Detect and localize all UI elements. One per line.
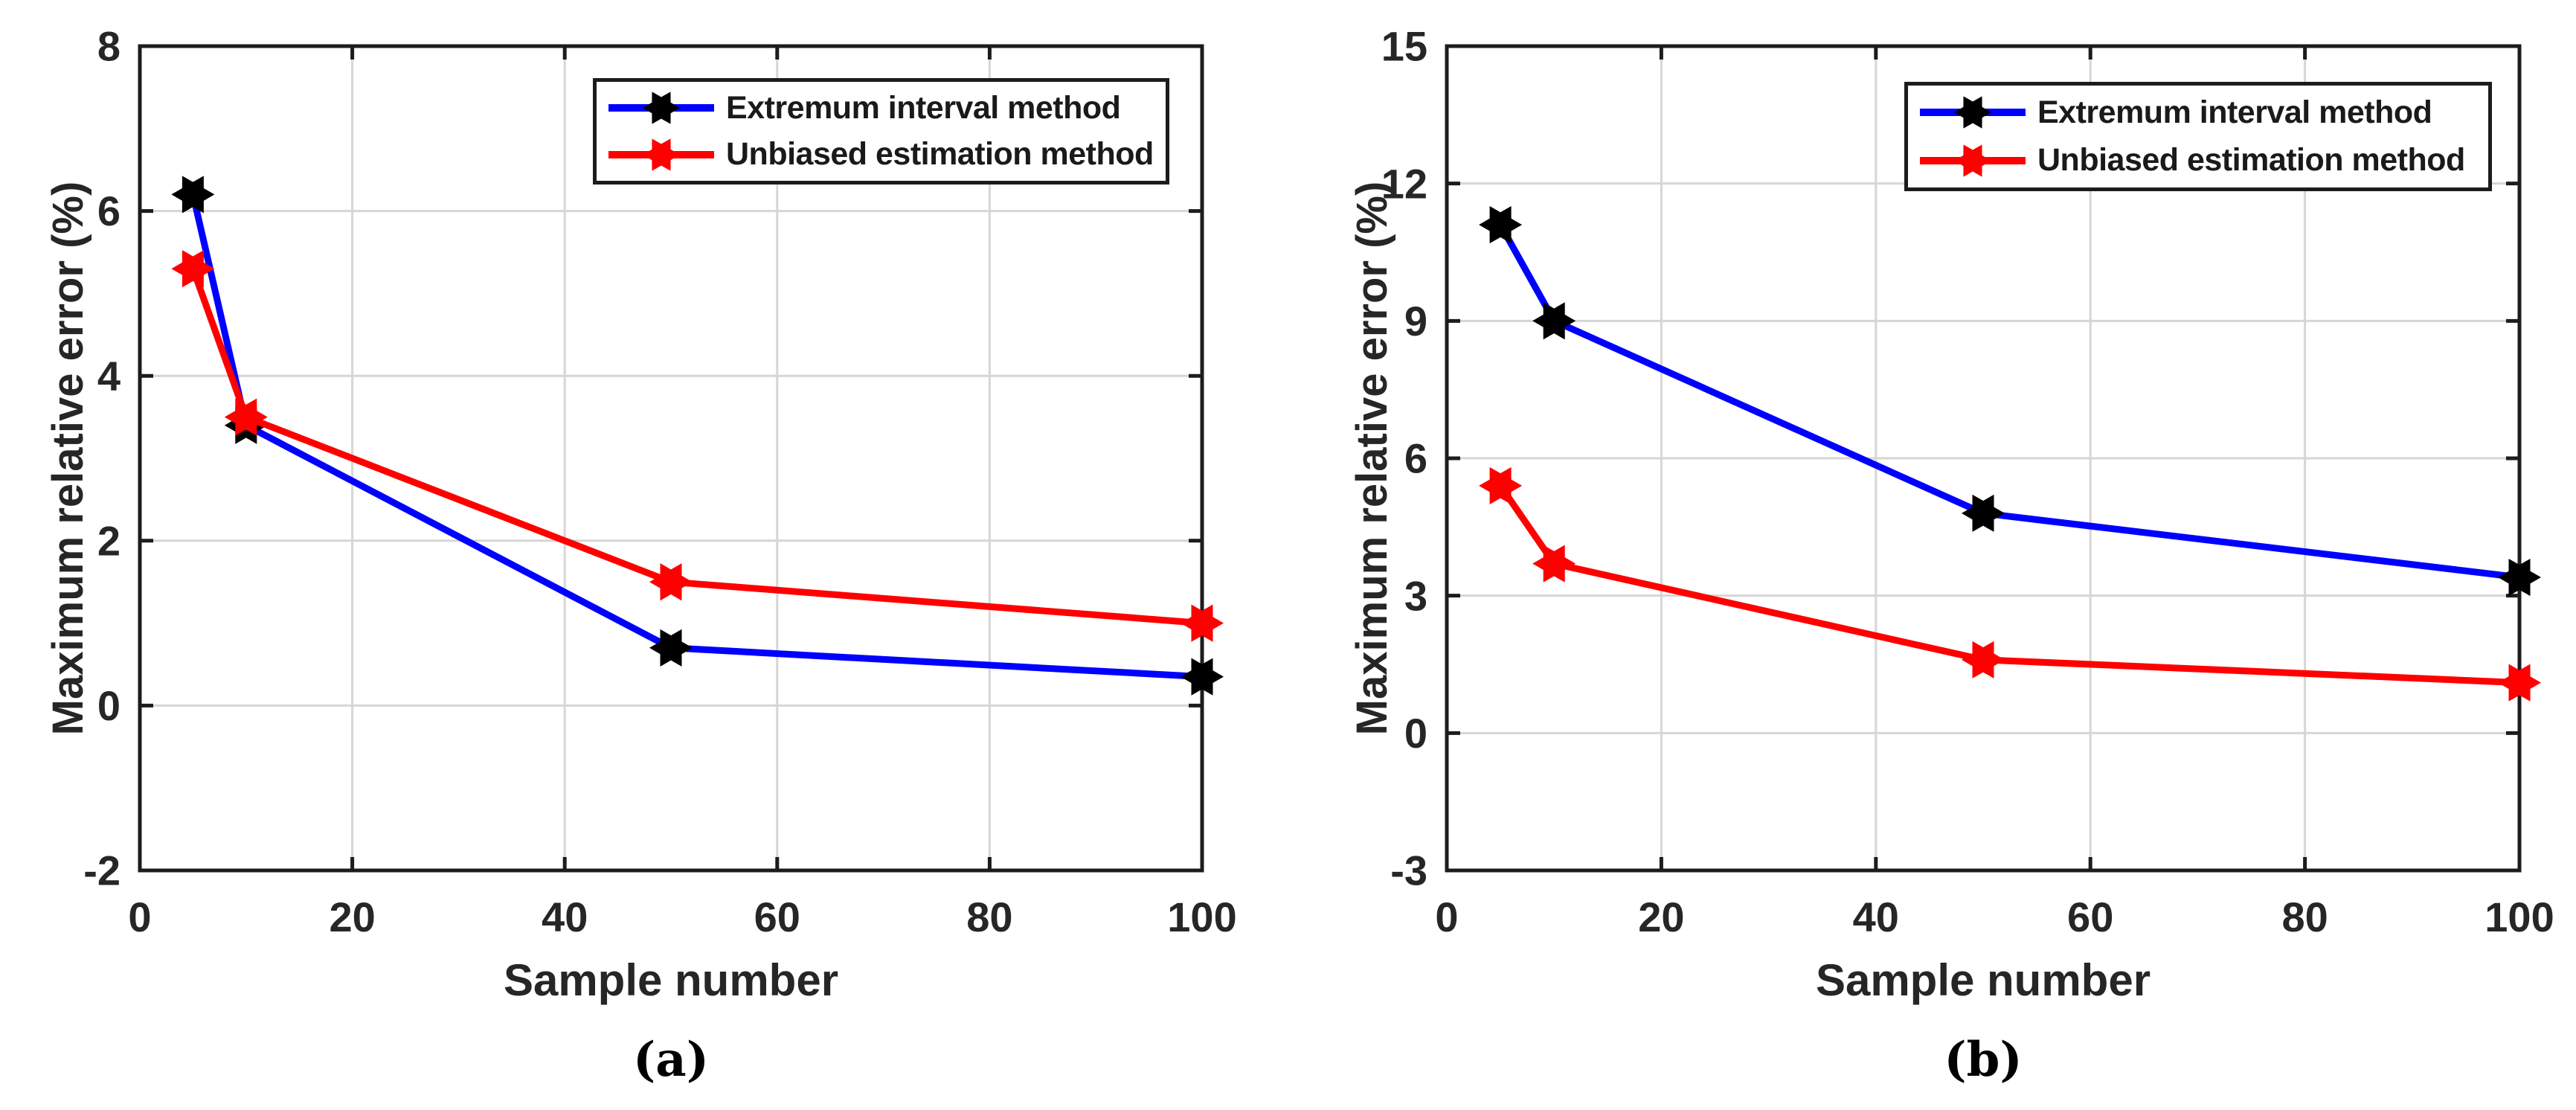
axes-box	[138, 44, 1204, 873]
legend-label: Extremum interval method	[2037, 94, 2432, 130]
series-marker-extremum-icon	[608, 92, 714, 124]
data-point-marker	[1479, 466, 1523, 505]
tick-label: 15	[1381, 23, 1427, 70]
tick-label: 2	[97, 517, 121, 564]
tick-label: 0	[128, 894, 151, 940]
tick-label: 60	[2067, 894, 2113, 940]
data-point-marker	[1479, 205, 1523, 244]
panel-b-y-axis-label: Maximum relative error (%)	[1348, 181, 1396, 736]
tick-label: 6	[97, 187, 121, 234]
tick-label: 4	[97, 353, 121, 400]
panel-a-x-axis-label: Sample number	[503, 955, 839, 1005]
data-point-marker	[1962, 494, 2005, 532]
data-point-marker	[2498, 558, 2541, 597]
tick-label: 60	[754, 894, 800, 940]
legend-label: Unbiased estimation method	[726, 136, 1154, 173]
legend-item-extremum: Extremum interval method	[1908, 92, 2488, 133]
axes-box	[1445, 44, 2522, 873]
tick-label: 3	[1404, 572, 1427, 619]
tick-label: 100	[1167, 894, 1236, 940]
tick-label: -3	[1390, 847, 1427, 894]
panel-b-caption: (b)	[1944, 1032, 2023, 1088]
data-point-marker	[1962, 641, 2005, 678]
data-point-marker	[1181, 604, 1224, 642]
tick-label: 8	[97, 23, 121, 70]
legend-item-unbiased: Unbiased estimation method	[597, 134, 1166, 176]
legend-marker	[1954, 144, 1991, 177]
legend-item-unbiased: Unbiased estimation method	[1908, 140, 2488, 182]
panel-b-legend: Extremum interval method Unbiased estima…	[1904, 82, 2492, 191]
tick-label: 40	[1853, 894, 1899, 940]
legend-marker	[643, 92, 680, 124]
legend-marker	[1954, 96, 1991, 129]
data-point-marker	[2498, 664, 2541, 702]
data-point-marker	[1532, 545, 1576, 583]
series-marker-unbiased-icon	[1920, 144, 2026, 177]
tick-label: 9	[1404, 298, 1427, 344]
data-point-marker	[1181, 658, 1224, 696]
legend-label: Extremum interval method	[726, 89, 1121, 126]
series-marker-extremum-icon	[1920, 96, 2026, 129]
tick-label: 0	[97, 682, 121, 729]
tick-label: 0	[1435, 894, 1458, 940]
tick-label: 80	[2281, 894, 2328, 940]
tick-label: 80	[966, 894, 1012, 940]
series-line-0	[190, 193, 1203, 681]
panel-a-legend: Extremum interval method Unbiased estima…	[593, 78, 1169, 185]
legend-label: Unbiased estimation method	[2037, 142, 2465, 179]
data-point-marker	[649, 629, 693, 667]
data-point-marker	[649, 563, 693, 601]
data-point-marker	[1532, 302, 1576, 340]
panel-a-caption: (a)	[632, 1032, 710, 1088]
data-point-marker	[171, 176, 215, 214]
series-line-1	[190, 267, 1203, 627]
data-point-marker	[224, 398, 268, 436]
legend-item-extremum: Extremum interval method	[597, 87, 1166, 129]
tick-label: 20	[1638, 894, 1684, 940]
data-point-marker	[171, 250, 215, 288]
tick-label: 6	[1404, 435, 1427, 482]
legend-marker	[643, 138, 680, 171]
panel-a-y-axis-label: Maximum relative error (%)	[44, 181, 92, 736]
tick-label: 0	[1404, 710, 1427, 757]
tick-label: 20	[329, 894, 375, 940]
series-line-0	[1497, 222, 2520, 581]
series-line-1	[1497, 484, 2520, 687]
tick-label: -2	[83, 847, 121, 894]
series-marker-unbiased-icon	[608, 138, 714, 171]
tick-label: 40	[542, 894, 588, 940]
panel-b-x-axis-label: Sample number	[1815, 955, 2151, 1005]
tick-label: 12	[1381, 160, 1427, 207]
tick-label: 100	[2485, 894, 2554, 940]
